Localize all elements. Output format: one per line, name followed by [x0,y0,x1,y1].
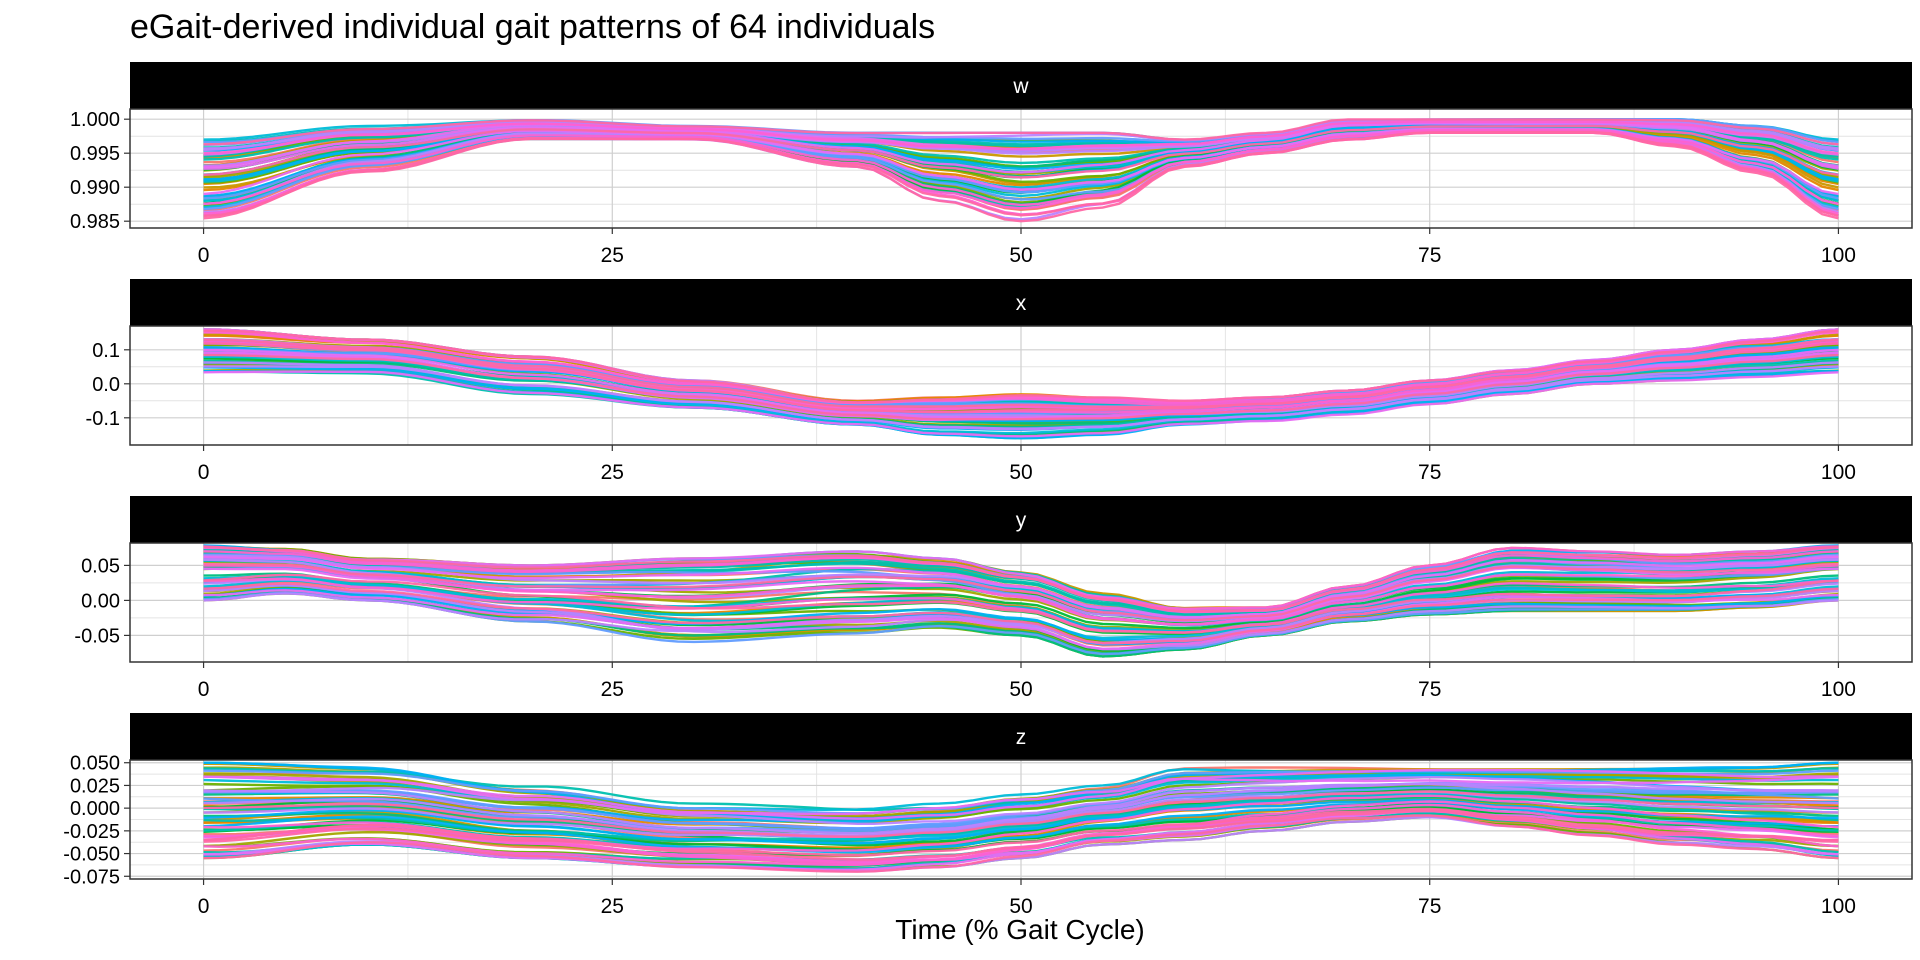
series-line [203,775,1839,816]
x-tick-label: 75 [1418,895,1441,918]
x-tick-label: 75 [1418,678,1441,701]
x-tick-label: 75 [1418,244,1441,267]
series-line [203,589,1839,651]
x-tick-label: 50 [1009,895,1032,918]
x-tick-label: 25 [601,895,624,918]
series-line [203,558,1839,623]
series-line [203,118,1839,146]
x-tick-label: 25 [601,461,624,484]
x-tick-label: 50 [1009,244,1032,267]
x-tick-label: 0 [198,678,210,701]
series-group [203,761,1839,873]
series-line [203,128,1839,207]
series-line [203,582,1839,645]
series-line [203,555,1839,619]
series-line [203,803,1839,866]
y-tick-label: 0.985 [70,211,120,233]
y-tick-label: -0.050 [63,844,120,866]
y-tick-label: 0.1 [92,340,120,362]
chart-title: eGait-derived individual gait patterns o… [130,8,936,46]
y-tick-label: 0.000 [70,798,120,820]
y-tick-label: 0.05 [81,555,120,577]
series-line [203,809,1839,861]
panel-w: w 1.000 0.995 0.990 0.985 0 25 50 75 100 [70,62,1913,267]
y-tick-label: -0.05 [74,625,120,647]
series-line [203,577,1839,634]
series-group [203,118,1839,223]
series-line [203,798,1839,845]
series-line [203,370,1839,438]
panel-x: x 0.1 0.0 -0.1 0 25 50 75 100 [86,279,1913,484]
series-line [203,790,1839,839]
x-tick-label: 75 [1418,461,1441,484]
y-tick-label: 0.00 [81,590,120,612]
panel-strip [130,713,1912,760]
y-tick-label: 1.000 [70,109,120,131]
x-tick-label: 100 [1821,244,1856,267]
series-line [203,131,1839,223]
series-line [203,558,1839,622]
y-tick-label: 0.025 [70,775,120,797]
y-tick-label: 0.050 [70,753,120,775]
series-line [203,768,1839,820]
y-tick-label: -0.075 [63,866,120,888]
y-tick-label: 0.995 [70,143,120,165]
x-tick-label: 25 [601,244,624,267]
series-line [203,338,1839,409]
panel-strip-label: x [1016,292,1027,315]
y-tick-label: 0.990 [70,177,120,199]
panel-strip [130,62,1912,109]
series-line [203,361,1839,430]
y-tick-label: 0.0 [92,374,120,396]
series-line [203,807,1839,857]
series-line [203,814,1839,873]
series-line [203,124,1839,179]
y-tick-label: -0.025 [63,821,120,843]
x-axis-title: Time (% Gait Cycle) [895,914,1145,945]
x-tick-label: 50 [1009,461,1032,484]
x-tick-label: 100 [1821,895,1856,918]
x-tick-label: 25 [601,678,624,701]
series-line [203,564,1839,626]
y-tick-label: -0.1 [86,408,120,430]
series-line [203,775,1839,825]
series-line [203,120,1839,155]
series-line [203,584,1839,645]
series-line [203,353,1839,421]
x-tick-label: 0 [198,461,210,484]
panel-strip-label: y [1016,509,1027,532]
panel-strip-label: w [1012,75,1029,98]
x-tick-label: 100 [1821,678,1856,701]
panel-y: y 0.05 0.00 -0.05 0 25 50 75 100 [74,496,1913,701]
x-tick-label: 0 [198,895,210,918]
x-tick-label: 100 [1821,461,1856,484]
series-line [203,801,1839,854]
series-line [203,545,1839,613]
panel-strip [130,279,1912,326]
x-tick-label: 50 [1009,678,1032,701]
panel-strip [130,496,1912,543]
series-group [203,544,1839,658]
series-line [203,790,1839,839]
series-line [203,562,1839,622]
series-group [203,328,1839,440]
panel-strip-label: z [1016,726,1027,749]
series-line [203,331,1839,405]
x-tick-label: 0 [198,244,210,267]
series-line [203,782,1839,835]
series-line [203,573,1839,634]
series-line [203,329,1839,404]
